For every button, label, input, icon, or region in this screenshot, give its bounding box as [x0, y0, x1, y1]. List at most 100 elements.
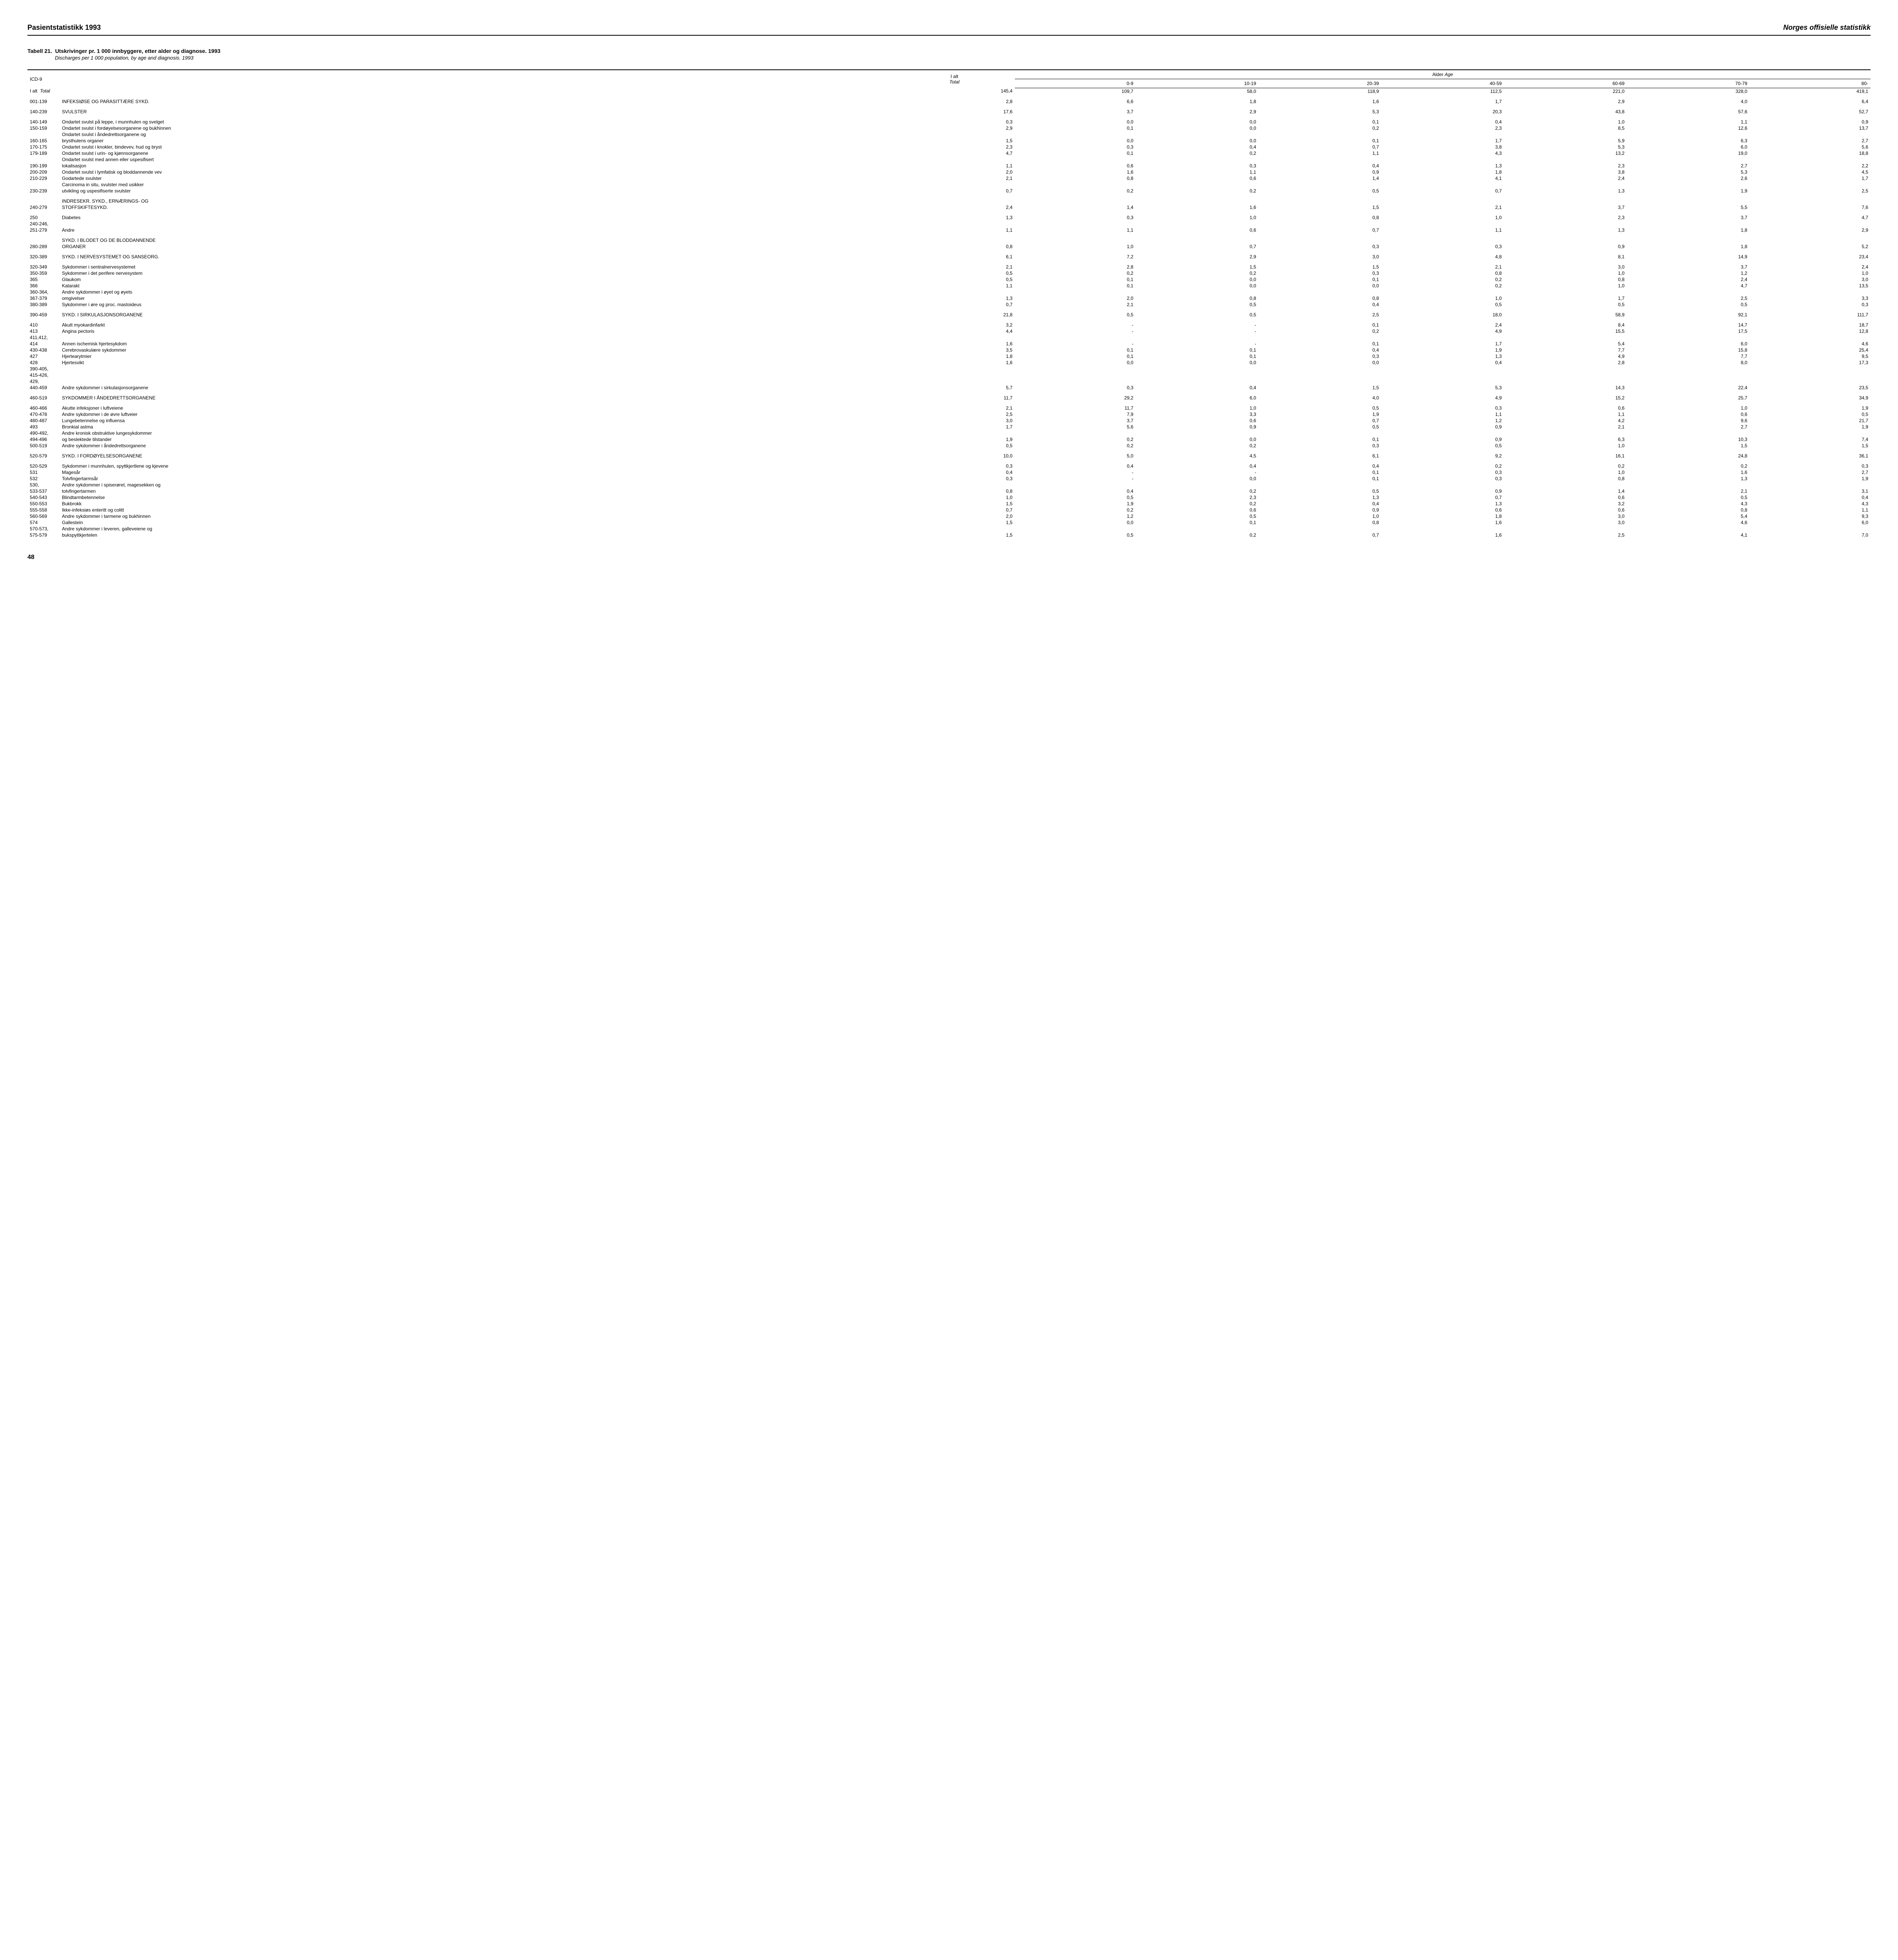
row-value [1750, 366, 1871, 372]
row-value [1627, 156, 1749, 163]
row-value: 6,1 [1259, 453, 1381, 459]
row-value: - [1136, 328, 1258, 334]
row-value: 12,6 [1627, 125, 1749, 131]
row-value: 4,8 [1381, 254, 1504, 260]
row-value: 5,3 [1381, 385, 1504, 391]
row-value [1504, 334, 1627, 341]
table-subtitle: Discharges per 1 000 population, by age … [27, 55, 193, 61]
row-code: 470-478 [27, 411, 60, 417]
table-row: INDRESEKR. SYKD., ERNÆRINGS- OG [27, 198, 1871, 204]
row-desc: Andre sykdommer i leveren, galleveiene o… [60, 526, 894, 532]
row-value [1750, 198, 1871, 204]
table-row [27, 194, 1871, 198]
row-value: 1,1 [1381, 411, 1504, 417]
row-code: 494-496 [27, 436, 60, 443]
row-value: 2,2 [1750, 163, 1871, 169]
row-value: 2,1 [894, 264, 1015, 270]
row-value: 0,3 [1259, 243, 1381, 250]
row-value: 1,1 [1381, 227, 1504, 233]
row-value: 1,9 [1750, 405, 1871, 411]
row-value [1504, 482, 1627, 488]
row-value: 0,9 [1381, 424, 1504, 430]
row-desc: Ondartet svulst i lymfatisk og bloddanne… [60, 169, 894, 175]
row-desc: og beslektede tilstander [60, 436, 894, 443]
row-code: 390-405, [27, 366, 60, 372]
row-value: 6,4 [1750, 98, 1871, 105]
row-value: - [1015, 341, 1136, 347]
row-value: 24,8 [1627, 453, 1749, 459]
row-value: 1,0 [1381, 295, 1504, 301]
row-value [1259, 221, 1381, 227]
row-value: 4,9 [1504, 353, 1627, 359]
table-row [27, 260, 1871, 264]
row-desc: Ondartet svulst i åndedrettsorganene og [60, 131, 894, 138]
row-value: 0,0 [1136, 283, 1258, 289]
row-code: 230-239 [27, 188, 60, 194]
row-value: 0,6 [1136, 417, 1258, 424]
table-row: 170-175Ondartet svulst i knokler, bindev… [27, 144, 1871, 150]
row-desc: Andre sykdommer i åndedrettsorganene [60, 443, 894, 449]
header-right-title: Norges offisielle statistikk [1783, 24, 1871, 32]
row-desc: Magesår [60, 469, 894, 475]
table-row: 360-364,Andre sykdommer i øyet og øyets [27, 289, 1871, 295]
row-value [1381, 221, 1504, 227]
col-total-sub: Total [949, 79, 960, 85]
row-value: 18,0 [1381, 312, 1504, 318]
row-value: 0,8 [1015, 175, 1136, 181]
table-row [27, 105, 1871, 109]
table-row: 250Diabetes1,30,31,00,81,02,33,74,7 [27, 214, 1871, 221]
row-value: 3,2 [1504, 501, 1627, 507]
row-value: 1,0 [1627, 405, 1749, 411]
table-row: 427Hjertearytmier1,80,10,10,31,34,97,79,… [27, 353, 1871, 359]
row-value: 1,0 [1381, 214, 1504, 221]
row-code: 179-189 [27, 150, 60, 156]
row-value: 0,3 [1259, 270, 1381, 276]
row-value: 23,5 [1750, 385, 1871, 391]
row-value: 1,9 [1750, 475, 1871, 482]
row-value: 4,7 [1750, 214, 1871, 221]
row-value [1136, 131, 1258, 138]
row-desc: Katarakt [60, 283, 894, 289]
row-value: 1,8 [1381, 169, 1504, 175]
row-value: 0,0 [1136, 276, 1258, 283]
row-code: 411,412, [27, 334, 60, 341]
age-col-3: 40-59 [1381, 79, 1504, 88]
table-row [27, 391, 1871, 395]
table-row: 460-519SYKDOMMER I ÅNDEDRETTSORGANENE11,… [27, 395, 1871, 401]
row-value: 4,9 [1381, 395, 1504, 401]
row-value [1750, 378, 1871, 385]
row-value: 1,6 [894, 341, 1015, 347]
row-value: 1,1 [1750, 507, 1871, 513]
row-value: 1,1 [894, 227, 1015, 233]
row-value: 1,3 [894, 295, 1015, 301]
row-value [1015, 372, 1136, 378]
row-value: 1,3 [1504, 227, 1627, 233]
row-value: 0,6 [1627, 411, 1749, 417]
row-value [1750, 237, 1871, 243]
row-value: 0,4 [1015, 463, 1136, 469]
row-value: 3,7 [1015, 417, 1136, 424]
row-value [894, 131, 1015, 138]
row-value: 111,7 [1750, 312, 1871, 318]
row-value [1750, 156, 1871, 163]
row-value: 43,8 [1504, 109, 1627, 115]
row-value: 1,9 [1627, 188, 1749, 194]
row-value [1504, 198, 1627, 204]
row-value [894, 430, 1015, 436]
row-value [1627, 181, 1749, 188]
row-value: 0,4 [1259, 163, 1381, 169]
row-value [1136, 289, 1258, 295]
row-value: 2,3 [894, 144, 1015, 150]
row-value: 1,3 [1627, 475, 1749, 482]
table-row: 365Glaukom0,50,10,00,10,20,82,43,0 [27, 276, 1871, 283]
row-value: 0,7 [894, 188, 1015, 194]
row-value [1627, 131, 1749, 138]
row-value: 6,3 [1627, 138, 1749, 144]
row-code: 460-466 [27, 405, 60, 411]
row-value: 0,6 [1136, 507, 1258, 513]
row-value: 0,2 [1136, 188, 1258, 194]
table-row: Ondartet svulst med annen eller uspesifi… [27, 156, 1871, 163]
row-value [1015, 430, 1136, 436]
row-value [1750, 526, 1871, 532]
row-value: 4,1 [1627, 532, 1749, 538]
